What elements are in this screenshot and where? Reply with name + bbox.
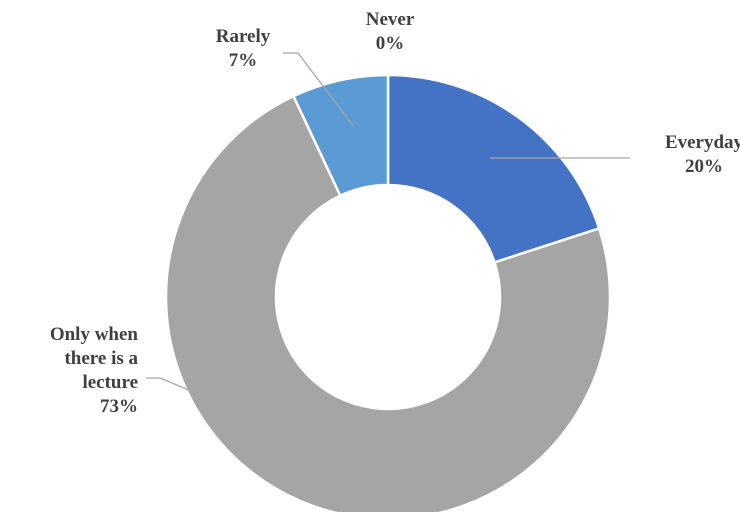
data-label-category: Everyday xyxy=(665,132,740,153)
data-label-everyday: Everyday 20% xyxy=(665,132,740,177)
leader-line-rarely xyxy=(283,52,355,128)
data-label-category: Only when xyxy=(50,324,139,345)
donut-slices xyxy=(164,73,612,512)
data-label-only-when-there-is-a-lecture: Only when there is a lecture 73% xyxy=(50,324,139,417)
data-label-value: 73% xyxy=(100,396,138,417)
data-label-category: lecture xyxy=(82,372,138,393)
data-label-value: 0% xyxy=(376,33,405,54)
data-label-value: 20% xyxy=(685,156,723,177)
slice-rarely xyxy=(291,73,390,198)
leader-lines xyxy=(146,52,630,394)
data-label-category: there is a xyxy=(64,348,138,369)
slice-only-when-there-is-a-lecture xyxy=(164,94,612,512)
slice-everyday xyxy=(386,73,601,264)
data-label-category: Rarely xyxy=(216,26,271,47)
leader-line-only-when-there-is-a-lecture xyxy=(146,377,197,394)
data-label-rarely: Rarely 7% xyxy=(216,26,271,71)
data-labels: Everyday 20% Only when there is a lecture 73%… xyxy=(50,9,740,417)
data-label-category: Never xyxy=(366,9,415,30)
data-label-never: Never 0% xyxy=(366,9,415,54)
data-label-value: 7% xyxy=(229,50,258,71)
